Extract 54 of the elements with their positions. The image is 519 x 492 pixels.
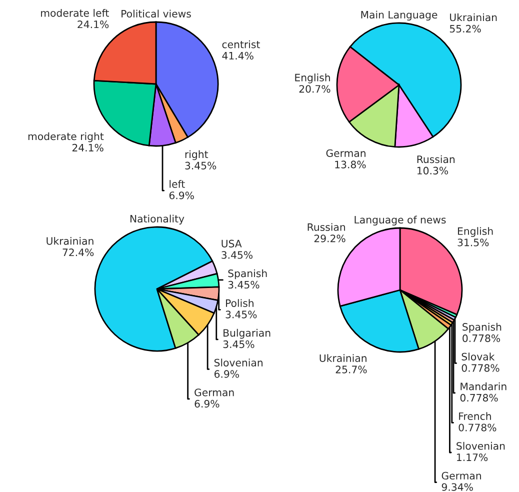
chart-title: Main Language xyxy=(361,10,438,21)
chart-title: Nationality xyxy=(130,214,184,225)
slice-label: Mandarin xyxy=(460,382,506,390)
slice-label: moderate left xyxy=(41,8,109,17)
data-label: 55.2% xyxy=(450,24,481,33)
data-label: 6.9% xyxy=(214,370,239,378)
slice-label: Russian xyxy=(417,155,455,164)
slice-label: Ukrainian xyxy=(320,354,366,362)
data-label: 25.7% xyxy=(336,366,367,374)
slice-label: moderate right xyxy=(28,132,104,142)
data-label: 3.45% xyxy=(228,280,260,289)
slice-label: Slovak xyxy=(462,352,495,360)
data-label: 3.45% xyxy=(185,162,216,170)
slice-label: Bulgarian xyxy=(224,328,270,339)
slice-label: Russian xyxy=(308,223,345,231)
data-label: 0.778% xyxy=(458,424,496,432)
slice-label: centrist xyxy=(222,40,260,48)
slice-label: Spanish xyxy=(462,322,502,333)
slice-label: Ukrainian xyxy=(450,13,497,22)
data-label: 72.4% xyxy=(62,248,94,256)
slice-label: USA xyxy=(222,240,242,248)
slice-label: Slovenian xyxy=(214,358,262,366)
data-label: 41.4% xyxy=(222,52,254,60)
slice-label: German xyxy=(194,388,234,396)
data-label: 3.45% xyxy=(222,251,253,259)
slice-label: English xyxy=(295,74,330,84)
slice-label: English xyxy=(458,227,493,237)
slice-label: Slovenian xyxy=(456,442,505,450)
slice-label: left xyxy=(170,180,185,188)
chart-title: Political views xyxy=(122,10,191,18)
slice-label: German xyxy=(326,149,366,157)
data-label: 0.778% xyxy=(462,334,500,342)
data-label: 20.7% xyxy=(299,85,330,93)
slice-label: right xyxy=(185,150,208,160)
slice-label: Polish xyxy=(226,299,254,307)
data-label: 6.9% xyxy=(169,192,194,200)
data-label: 29.2% xyxy=(314,234,346,242)
data-label: 10.3% xyxy=(417,166,448,174)
chart-title: Language of news xyxy=(354,216,446,226)
data-label: 3.45% xyxy=(223,340,254,348)
slice-label: French xyxy=(459,412,491,420)
slice-label: German xyxy=(442,472,481,480)
data-label: 0.778% xyxy=(460,394,498,402)
data-label: 6.9% xyxy=(194,400,220,408)
slice-label: Ukrainian xyxy=(46,236,94,245)
data-label: 0.778% xyxy=(462,364,500,372)
slice-label: Spanish xyxy=(228,269,267,280)
data-label: 9.34% xyxy=(442,483,473,491)
data-label: 24.1% xyxy=(72,144,104,152)
data-label: 31.5% xyxy=(458,238,489,246)
data-label: 1.17% xyxy=(457,453,488,462)
data-label: 24.1% xyxy=(78,20,109,28)
data-label: 3.45% xyxy=(226,310,257,318)
data-label: 13.8% xyxy=(335,160,366,168)
